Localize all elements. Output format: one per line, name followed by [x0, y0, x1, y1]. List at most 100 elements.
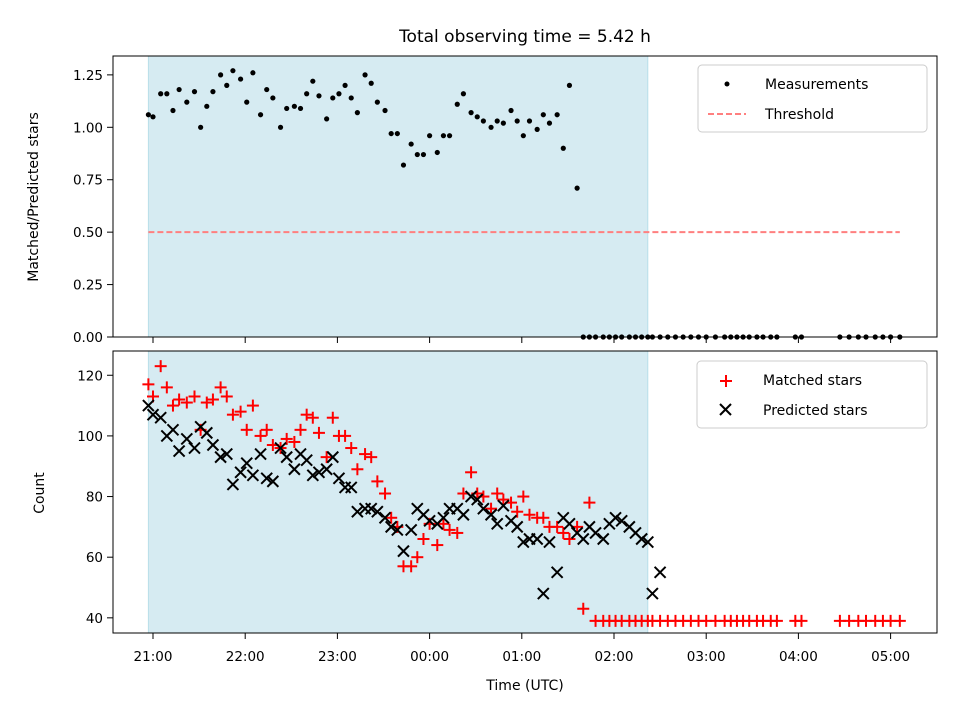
predicted-point	[537, 587, 550, 600]
predicted-point	[530, 532, 544, 546]
matched-point	[345, 442, 358, 455]
matched-point	[234, 405, 247, 418]
predicted-point	[332, 472, 346, 485]
matched-point	[365, 451, 378, 464]
y-tick-label: 80	[86, 490, 103, 506]
bottom-panel: 40 60 80 100 120 21:00 22:00 23:00 00:00 01:00 02…	[32, 350, 938, 694]
matched-point	[371, 475, 384, 488]
measurement-point	[324, 116, 330, 122]
predicted-point	[635, 532, 648, 546]
matched-point	[294, 423, 307, 436]
matched-point	[260, 423, 273, 436]
bottom-y-axis-label: Count	[32, 472, 48, 514]
predicted-point	[326, 450, 339, 464]
top-y-axis-label: Matched/Predicted stars	[26, 112, 42, 282]
measurement-point	[291, 103, 297, 109]
matched-point	[557, 526, 570, 539]
matched-point	[451, 526, 464, 539]
predicted-point	[234, 466, 247, 479]
measurement-point	[374, 99, 380, 105]
y-tick-label: 120	[77, 368, 103, 384]
measurement-point	[250, 70, 256, 76]
measurement-point	[514, 118, 520, 124]
matched-point	[437, 517, 450, 530]
measurement-point	[342, 82, 348, 88]
predicted-point	[226, 478, 240, 491]
matched-point	[154, 360, 167, 373]
measurement-point	[150, 114, 156, 120]
predicted-point	[274, 441, 287, 455]
matched-point	[246, 399, 259, 412]
legend-predicted-label: Predicted stars	[763, 403, 868, 419]
predicted-point	[597, 532, 610, 546]
measurement-point	[526, 118, 533, 124]
matched-point	[160, 381, 173, 394]
predicted-point	[254, 447, 267, 461]
measurement-point	[382, 107, 388, 114]
y-tick-label: 1.00	[73, 120, 103, 136]
predicted-point	[464, 490, 478, 503]
measurement-point	[170, 107, 176, 114]
matched-point	[583, 496, 596, 509]
matched-point	[497, 493, 510, 506]
measurement-point	[198, 124, 204, 130]
predicted-point	[641, 535, 655, 549]
predicted-point	[471, 493, 484, 506]
matched-point	[288, 435, 301, 448]
predicted-point	[320, 463, 333, 476]
matched-point	[180, 396, 193, 409]
matched-point	[339, 429, 352, 442]
y-tick-label: 60	[86, 550, 103, 566]
predicted-point	[484, 508, 498, 521]
predicted-point	[437, 511, 450, 524]
x-tick-label: 01:00	[502, 649, 541, 665]
measurement-point	[540, 112, 546, 118]
matched-point	[511, 505, 524, 518]
measurement-point	[488, 124, 494, 130]
x-tick-label: 00:00	[410, 649, 449, 665]
x-tick-label: 23:00	[318, 649, 357, 665]
predicted-point	[384, 520, 398, 534]
matched-point	[254, 429, 267, 442]
predicted-point	[391, 523, 404, 537]
matched-point	[517, 490, 530, 503]
matched-point	[312, 426, 325, 439]
measurement-point	[566, 82, 573, 88]
measurement-point	[237, 76, 244, 82]
top-legend: Measurements Threshold	[697, 64, 928, 133]
matched-point	[173, 393, 186, 406]
legend-measurements-label: Measurements	[765, 77, 868, 93]
matched-point	[523, 508, 536, 521]
top-axes-frame	[112, 55, 938, 338]
measurement-point	[508, 107, 514, 114]
x-tick-label: 22:00	[226, 649, 265, 665]
predicted-point	[497, 499, 510, 512]
predicted-point	[423, 514, 436, 528]
measurement-point	[224, 82, 230, 88]
predicted-point	[404, 523, 418, 537]
predicted-point	[280, 450, 293, 464]
measurement-point	[184, 99, 190, 105]
x-tick-label: 05:00	[871, 649, 910, 665]
matched-point	[326, 411, 339, 424]
legend-predicted-marker	[719, 403, 732, 416]
predicted-point	[457, 508, 470, 521]
predicted-point	[200, 426, 213, 440]
measurement-point	[176, 86, 182, 93]
measurement-point	[500, 120, 506, 126]
measurement-point	[204, 103, 210, 109]
predicted-point	[266, 475, 280, 488]
y-tick-label: 0.75	[73, 173, 103, 189]
measurement-point	[158, 91, 164, 97]
predicted-point	[214, 450, 227, 464]
measurement-point	[164, 91, 170, 97]
measurement-point	[244, 99, 250, 105]
predicted-point	[260, 472, 273, 485]
y-tick-label: 0.25	[73, 278, 103, 294]
measurement-point	[362, 72, 368, 78]
predicted-point	[550, 566, 564, 579]
x-tick-label: 04:00	[779, 649, 818, 665]
predicted-point	[653, 566, 667, 579]
matched-point	[795, 614, 808, 627]
